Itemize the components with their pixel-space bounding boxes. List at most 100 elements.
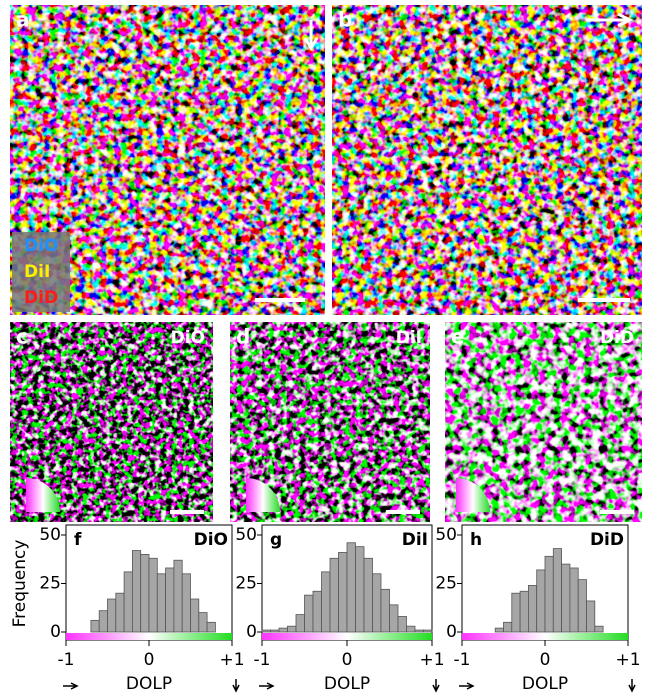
bar [321,571,331,633]
y-axis-label: Frequency [10,540,30,628]
y-tick-label: 0 [246,622,257,642]
bar [569,567,579,633]
panel-label: a [16,8,30,32]
y-tick-label: 50 [235,525,257,545]
bar [544,555,554,633]
y-tick-label: 25 [435,574,457,594]
x-axis-label: DOLP [522,674,568,694]
arrow [588,12,634,28]
y-tick-label: 25 [235,574,257,594]
bar [423,629,433,633]
y-tick-label: 25 [39,574,61,594]
x-axis-label: DOLP [126,674,172,694]
bar [363,557,373,633]
bar [586,600,596,633]
dolp-colorbar [66,633,232,640]
panel-label: f [74,530,82,550]
bar [536,569,546,633]
bar [115,592,125,633]
bar [165,567,175,633]
arrow [259,682,275,690]
bar [329,557,339,633]
image-b [332,5,642,315]
legend-entry: DiD [24,288,58,308]
panel-label: c [16,325,28,349]
bar [287,625,297,633]
bar [338,552,348,633]
bar [519,590,529,633]
legend-entry: DiO [24,236,58,256]
bar [173,559,183,633]
image-panels [10,5,642,522]
y-tick-label: 50 [39,525,61,545]
bar [312,590,322,633]
bar [90,619,100,633]
x-tick-label: +1 [615,650,640,670]
bar [577,579,587,633]
bar [190,598,200,633]
arrow [303,20,319,51]
chart-title: DiI [402,530,428,550]
bar [552,548,562,633]
bar [511,592,521,633]
bar [140,554,150,633]
x-tick-label: +1 [219,650,244,670]
bar [107,598,117,633]
panel-label: e [451,325,465,349]
x-tick-label: -1 [254,650,271,670]
bar [304,594,314,633]
polar-icon [246,478,280,512]
x-axis-label: DOLP [324,674,370,694]
arrow [432,679,440,693]
x-tick-label: -1 [454,650,471,670]
bar [98,610,108,633]
bar [295,614,305,633]
dolp-colorbar [462,633,628,640]
arrow [459,682,475,690]
bar [380,588,390,633]
polar-icon [26,478,60,512]
bar [131,550,142,633]
panel-label: h [470,530,482,550]
legend-box [12,232,70,312]
bar [270,629,280,633]
bar [198,612,208,633]
bar [561,563,571,633]
bar [123,571,133,633]
arrow [63,682,79,690]
bar [528,585,538,633]
x-tick-label: 0 [540,650,551,670]
panel-title: DiI [396,328,422,348]
bar [389,604,399,633]
bar [414,629,424,633]
chart-title: DiO [194,530,228,550]
bar [346,542,356,633]
panel-label: d [236,325,250,349]
x-tick-label: -1 [58,650,75,670]
bar [355,546,365,633]
panel-label: b [338,8,352,32]
bar [406,625,416,633]
bar [206,621,216,633]
panel-title: DiD [600,328,634,348]
bar [503,621,513,633]
bar [261,629,271,633]
x-tick-label: 0 [342,650,353,670]
bar [156,573,167,633]
panel-title: DiO [171,328,205,348]
bar [181,573,191,633]
arrow [232,679,240,693]
bar [494,627,504,633]
dolp-colorbar [262,633,432,640]
y-tick-label: 50 [435,525,457,545]
bar [594,625,604,633]
x-tick-label: +1 [419,650,444,670]
bar [372,573,382,633]
arrow [628,679,636,693]
polar-icon [456,478,490,512]
chart-title: DiD [590,530,624,550]
legend-entry: DiI [24,262,50,282]
bar [278,627,288,633]
